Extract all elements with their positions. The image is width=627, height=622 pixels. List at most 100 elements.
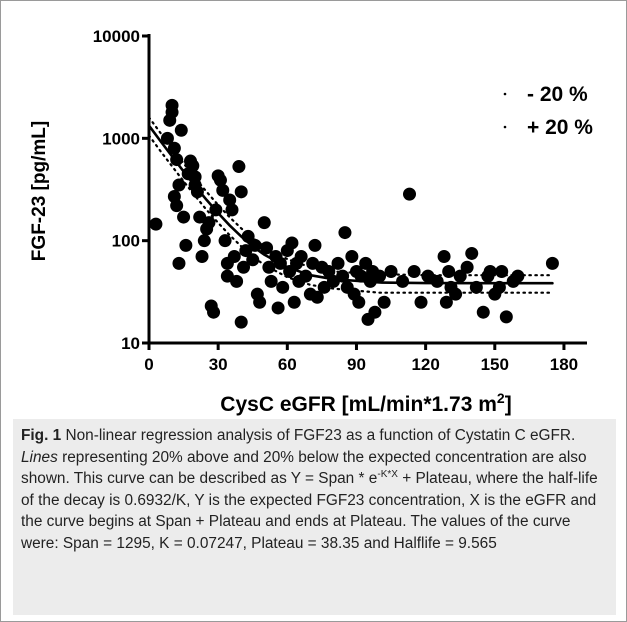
data-point	[287, 295, 301, 309]
data-point	[460, 260, 474, 274]
data-point	[492, 280, 506, 294]
data-point	[149, 217, 163, 231]
data-point	[317, 280, 331, 294]
data-point	[177, 210, 191, 224]
data-point	[213, 173, 227, 187]
data-point	[442, 264, 456, 278]
data-point	[439, 295, 453, 309]
x-tick-label: 30	[209, 355, 228, 374]
data-point	[262, 260, 276, 274]
data-point	[345, 250, 359, 264]
data-point	[273, 256, 287, 270]
data-point	[310, 290, 324, 304]
data-point	[483, 264, 497, 278]
data-point	[167, 190, 181, 204]
data-point	[172, 178, 186, 192]
data-point	[453, 269, 467, 283]
data-point	[165, 105, 179, 119]
data-point	[260, 241, 274, 255]
data-point	[336, 269, 350, 283]
data-point	[209, 203, 223, 217]
data-point	[476, 305, 490, 319]
data-point	[248, 238, 262, 252]
data-point	[190, 185, 204, 199]
x-tick-label: 90	[347, 355, 366, 374]
legend-label: + 20 %	[527, 116, 593, 139]
x-tick-label: 60	[278, 355, 297, 374]
data-point	[234, 185, 248, 199]
data-point	[449, 287, 463, 301]
data-point	[186, 159, 200, 173]
data-point	[264, 274, 278, 288]
data-point	[167, 141, 181, 155]
data-point	[237, 260, 251, 274]
caption-text: Lines	[21, 448, 58, 466]
data-point	[216, 183, 230, 197]
data-point	[430, 274, 444, 288]
data-point	[179, 238, 193, 252]
data-point	[246, 253, 260, 267]
data-point	[352, 295, 366, 309]
caption-text: Non-linear regression analysis of FGF23 …	[61, 427, 576, 444]
data-point	[294, 250, 308, 264]
data-point	[368, 305, 382, 319]
data-point	[299, 269, 313, 283]
y-tick-label: 1000	[102, 129, 140, 148]
caption-text: -K*X	[377, 469, 398, 481]
data-point	[241, 229, 255, 243]
data-point	[331, 256, 345, 270]
y-axis-label: FGF-23 [pg/mL]	[29, 121, 50, 261]
x-axis-label-part: ]	[505, 393, 512, 416]
caption-text: e	[368, 470, 378, 488]
data-point	[218, 234, 232, 248]
data-point	[377, 295, 391, 309]
chart: 10 100 1000 10000 0 30 60 90 120 150 180 FGF-23 [pg…	[29, 27, 593, 416]
data-point	[257, 216, 271, 230]
caption: Fig. 1 Non-linear regression analysis of…	[13, 419, 616, 615]
data-point	[234, 315, 248, 329]
data-point	[338, 226, 352, 240]
data-point	[308, 238, 322, 252]
data-point	[545, 256, 559, 270]
data-point	[469, 280, 483, 294]
data-point	[437, 250, 451, 264]
data-point	[322, 264, 336, 278]
x-axis-label-part: CysC eGFR [mL/min*1.73 m	[220, 393, 497, 416]
data-point	[174, 123, 188, 137]
x-tick-label: 120	[411, 355, 439, 374]
data-point	[407, 264, 421, 278]
caption-text: representing 20% above and 20% below the…	[21, 448, 587, 488]
data-point	[465, 246, 479, 260]
caption-text: + Plateau, where the half-life of the de…	[21, 470, 598, 552]
data-point	[207, 305, 221, 319]
data-point	[495, 264, 509, 278]
caption-text: Fig. 1	[21, 427, 62, 444]
data-point	[172, 256, 186, 270]
data-point	[227, 250, 241, 264]
data-point	[414, 295, 428, 309]
data-point	[276, 280, 290, 294]
data-point	[232, 160, 246, 174]
x-axis-label: CysC eGFR [mL/min*1.73 m2]	[220, 390, 511, 416]
data-point	[499, 310, 513, 324]
data-point	[396, 274, 410, 288]
legend-label: - 20 %	[527, 83, 588, 106]
x-tick-label: 0	[144, 355, 153, 374]
data-point	[197, 234, 211, 248]
data-point	[373, 269, 387, 283]
y-tick-label: 100	[112, 232, 140, 251]
x-axis-label-part: 2	[497, 390, 505, 406]
data-point	[202, 216, 216, 230]
data-point	[271, 301, 285, 315]
data-point	[160, 131, 174, 145]
data-point	[511, 269, 525, 283]
x-tick-label: 150	[481, 355, 509, 374]
y-tick-label: 10	[121, 334, 140, 353]
data-point	[230, 274, 244, 288]
data-point	[285, 236, 299, 250]
y-tick-label: 10000	[93, 27, 140, 46]
data-point	[223, 193, 237, 207]
data-point	[402, 187, 416, 201]
legend-marker	[503, 92, 507, 96]
